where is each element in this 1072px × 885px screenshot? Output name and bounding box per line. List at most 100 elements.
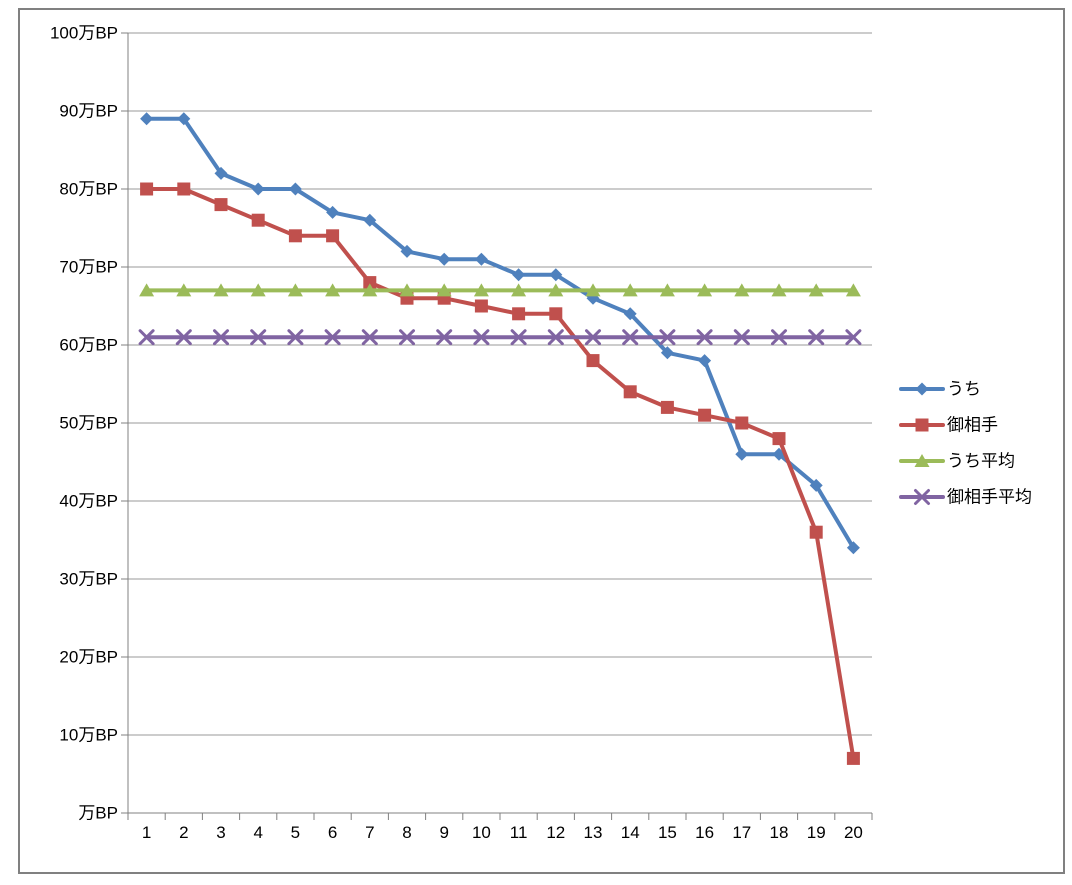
triangle-marker — [436, 283, 452, 297]
triangle-marker — [845, 283, 861, 297]
diamond-marker — [437, 252, 451, 266]
triangle-marker — [914, 454, 930, 467]
x-marker — [808, 329, 825, 346]
x-axis-tick-label: 13 — [584, 823, 603, 842]
x-marker — [547, 329, 564, 346]
x-axis-tick-label: 5 — [291, 823, 300, 842]
y-axis-tick-label: 50万BP — [59, 414, 118, 433]
legend-label: うち平均 — [947, 452, 1015, 471]
legend-item: 御相手平均 — [899, 488, 1032, 507]
x-marker — [175, 329, 192, 346]
x-marker — [436, 329, 453, 346]
y-axis-labels: 100万BP 90万BP 80万BP 70万BP 60万BP 50万BP 40万BP 30万B… — [50, 24, 118, 823]
square-marker — [549, 307, 563, 321]
square-marker — [660, 400, 674, 414]
diamond-marker — [140, 112, 154, 126]
triangle-marker — [473, 283, 489, 297]
legend-item: 御相手 — [899, 416, 998, 435]
x-axis-tick-label: 6 — [328, 823, 337, 842]
x-axis-tick-label: 4 — [253, 823, 262, 842]
y-axis-tick-label: 80万BP — [59, 180, 118, 199]
diamond-marker — [915, 382, 929, 396]
diamond-marker — [177, 112, 191, 126]
square-marker — [735, 416, 749, 430]
y-axis-tick-label: 万BP — [78, 804, 118, 823]
x-marker — [473, 329, 490, 346]
x-marker — [287, 329, 304, 346]
x-axis-labels: 1 2 3 4 5 6 7 8 9 10 11 12 13 14 15 16 17 18 19 20 — [127, 813, 873, 842]
diamond-marker — [623, 307, 637, 321]
x-axis-tick-label: 16 — [695, 823, 714, 842]
x-axis-tick-label: 10 — [472, 823, 491, 842]
series-2 — [139, 283, 861, 297]
x-marker — [510, 329, 527, 346]
diamond-marker — [512, 268, 526, 282]
triangle-marker — [697, 283, 713, 297]
square-marker — [140, 182, 154, 196]
square-marker — [177, 182, 191, 196]
x-marker — [585, 329, 601, 346]
triangle-marker — [622, 283, 638, 297]
diamond-marker — [809, 478, 823, 492]
y-axis-tick-label: 100万BP — [50, 24, 118, 43]
triangle-marker — [250, 283, 266, 297]
square-marker — [772, 432, 786, 446]
x-marker — [622, 329, 639, 346]
y-axis-tick-label: 10万BP — [59, 726, 118, 745]
square-marker — [251, 213, 265, 227]
x-axis-tick-label: 7 — [365, 823, 374, 842]
x-axis-tick-label: 12 — [546, 823, 565, 842]
y-axis-tick-label: 40万BP — [59, 492, 118, 511]
diamond-marker — [214, 166, 228, 180]
triangle-marker — [771, 283, 787, 297]
x-marker — [138, 329, 155, 346]
triangle-marker — [325, 283, 341, 297]
diamond-marker — [400, 244, 414, 258]
triangle-marker — [511, 283, 527, 297]
diamond-marker — [251, 182, 265, 196]
x-axis-tick-label: 17 — [732, 823, 751, 842]
x-axis-tick-label: 18 — [770, 823, 789, 842]
triangle-marker — [139, 283, 155, 297]
x-marker — [399, 329, 415, 346]
y-axis-tick-label: 70万BP — [59, 258, 118, 277]
legend-label: 御相手平均 — [947, 488, 1032, 507]
triangle-marker — [362, 283, 378, 297]
diamond-marker — [326, 205, 340, 219]
triangle-marker — [585, 283, 601, 297]
triangle-marker — [734, 283, 750, 297]
square-marker — [623, 385, 637, 399]
x-axis-tick-label: 1 — [142, 823, 151, 842]
y-axis-tick-label: 30万BP — [59, 570, 118, 589]
x-axis-tick-label: 20 — [844, 823, 863, 842]
x-axis-tick-label: 14 — [621, 823, 640, 842]
x-marker — [914, 489, 930, 505]
diamond-marker — [474, 252, 488, 266]
square-marker — [809, 525, 823, 539]
legend-label: うち — [947, 380, 981, 399]
legend-item: うち — [899, 380, 981, 399]
triangle-marker — [213, 283, 229, 297]
legend-label: 御相手 — [947, 416, 998, 435]
square-marker — [586, 354, 600, 368]
diamond-marker — [549, 268, 563, 282]
square-marker — [512, 307, 526, 321]
chart-border — [18, 8, 1065, 874]
square-marker — [288, 229, 302, 243]
series-3 — [138, 329, 862, 346]
triangle-marker — [548, 283, 564, 297]
x-marker — [845, 329, 862, 346]
y-axis-tick-label: 90万BP — [59, 102, 118, 121]
square-marker — [846, 751, 860, 765]
x-axis-tick-label: 8 — [402, 823, 411, 842]
square-marker — [363, 276, 377, 290]
x-marker — [324, 329, 341, 346]
x-marker — [361, 329, 378, 346]
x-marker — [771, 329, 787, 346]
x-axis-tick-label: 19 — [807, 823, 826, 842]
triangle-marker — [399, 283, 415, 297]
y-axis-tick-label: 60万BP — [59, 336, 118, 355]
triangle-marker — [659, 283, 675, 297]
